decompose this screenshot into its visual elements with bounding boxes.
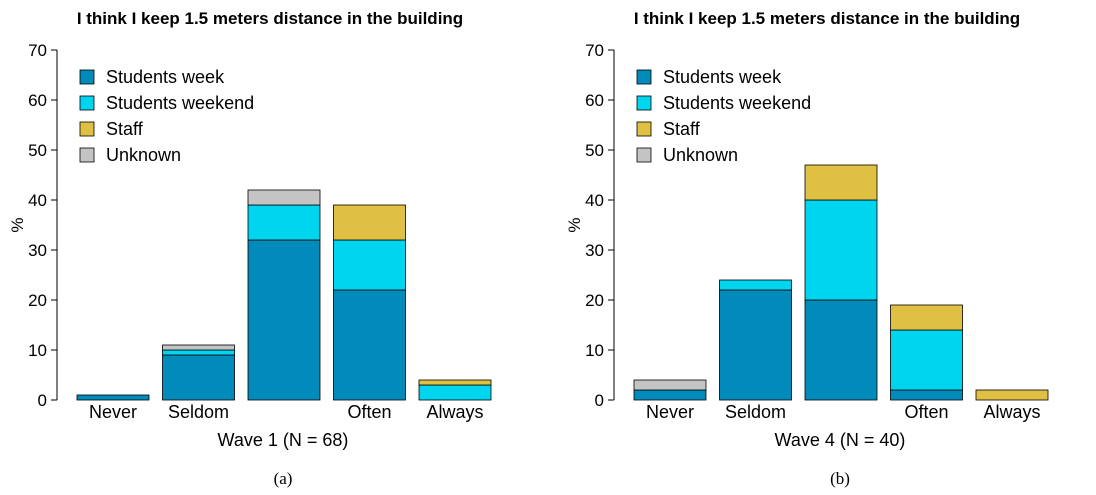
- bar-segment: [890, 329, 963, 391]
- bar-segment: [804, 199, 878, 301]
- legend-swatch: [79, 69, 95, 85]
- x-tick-label: Always: [426, 402, 483, 422]
- bar-segment: [890, 304, 963, 331]
- x-tick-label: Often: [347, 402, 391, 422]
- bar-segment: [418, 379, 492, 386]
- bar-segment: [247, 189, 321, 206]
- legend-swatch: [636, 95, 652, 111]
- y-tick-label: 40: [28, 191, 47, 210]
- legend-label: Staff: [663, 119, 701, 139]
- y-tick-label: 60: [28, 91, 47, 110]
- bar-segment: [418, 384, 492, 401]
- y-tick-label: 70: [28, 41, 47, 60]
- y-tick-label: 50: [585, 141, 604, 160]
- legend-label: Unknown: [106, 145, 181, 165]
- y-tick-label: 20: [585, 291, 604, 310]
- bar-segment: [890, 389, 963, 401]
- legend-swatch: [79, 95, 95, 111]
- y-tick-label: 10: [28, 341, 47, 360]
- x-tick-label: Seldom: [168, 402, 229, 422]
- bar-segment: [333, 204, 406, 241]
- bar-segment: [804, 164, 878, 201]
- x-axis-label: Wave 4 (N = 40): [775, 430, 906, 450]
- x-tick-label: Never: [646, 402, 694, 422]
- legend-label: Unknown: [663, 145, 738, 165]
- y-axis-label: %: [565, 217, 584, 232]
- caption: (a): [274, 469, 293, 488]
- legend-label: Students week: [663, 67, 782, 87]
- x-tick-label: Never: [89, 402, 137, 422]
- caption: (b): [830, 469, 850, 488]
- y-tick-label: 0: [595, 391, 604, 410]
- y-tick-label: 0: [38, 391, 47, 410]
- bar-segment: [247, 204, 321, 241]
- y-tick-label: 60: [585, 91, 604, 110]
- x-tick-label: Often: [904, 402, 948, 422]
- legend-swatch: [79, 147, 95, 163]
- bar-segment: [719, 289, 792, 401]
- legend-swatch: [636, 147, 652, 163]
- bar-segment: [804, 299, 878, 401]
- y-tick-label: 30: [28, 241, 47, 260]
- legend-label: Students week: [106, 67, 225, 87]
- bar-segment: [76, 394, 150, 401]
- legend-label: Students weekend: [106, 93, 254, 113]
- bar-segment: [162, 349, 235, 356]
- bar-segment: [719, 279, 792, 291]
- legend-label: Staff: [106, 119, 144, 139]
- y-axis-label: %: [8, 217, 27, 232]
- legend-label: Students weekend: [663, 93, 811, 113]
- y-tick-label: 50: [28, 141, 47, 160]
- legend-swatch: [636, 121, 652, 137]
- chart-title: I think I keep 1.5 meters distance in th…: [77, 9, 463, 28]
- y-tick-label: 40: [585, 191, 604, 210]
- chart-title: I think I keep 1.5 meters distance in th…: [634, 9, 1020, 28]
- bar-segment: [247, 239, 321, 401]
- panel: I think I keep 1.5 meters distance in th…: [8, 9, 492, 488]
- panel: I think I keep 1.5 meters distance in th…: [565, 9, 1049, 488]
- y-tick-label: 70: [585, 41, 604, 60]
- x-tick-label: Always: [983, 402, 1040, 422]
- y-tick-label: 20: [28, 291, 47, 310]
- bar-segment: [975, 389, 1049, 401]
- legend-swatch: [636, 69, 652, 85]
- x-axis-label: Wave 1 (N = 68): [218, 430, 349, 450]
- bar-segment: [162, 354, 235, 401]
- bar-segment: [633, 379, 707, 391]
- x-tick-label: Seldom: [725, 402, 786, 422]
- y-tick-label: 10: [585, 341, 604, 360]
- bar-segment: [333, 239, 406, 291]
- bar-segment: [162, 344, 235, 351]
- bar-segment: [633, 389, 707, 401]
- legend-swatch: [79, 121, 95, 137]
- y-tick-label: 30: [585, 241, 604, 260]
- bar-segment: [333, 289, 406, 401]
